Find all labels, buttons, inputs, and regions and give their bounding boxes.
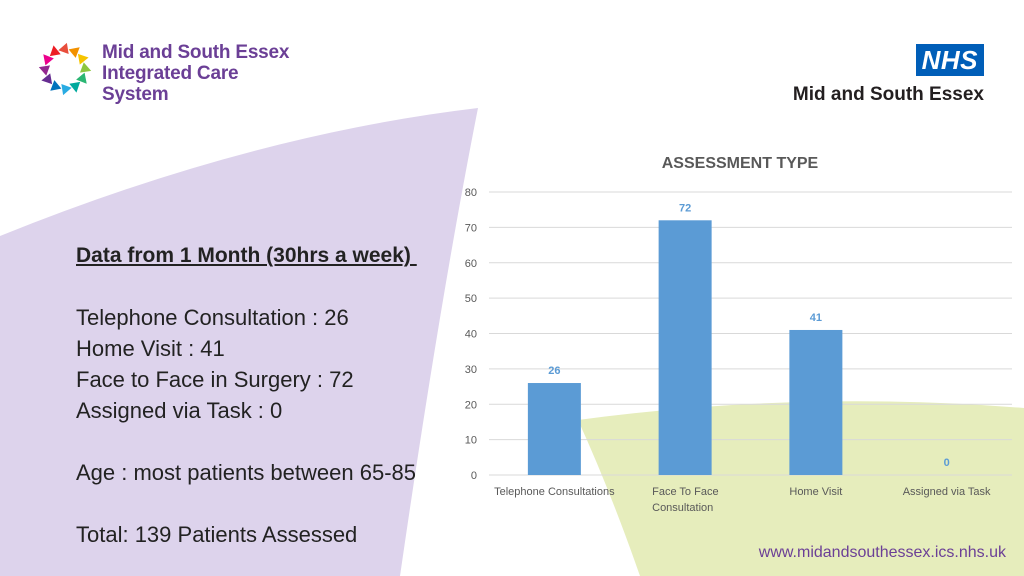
data-label: 41 bbox=[810, 312, 822, 324]
ics-triangle bbox=[61, 83, 72, 96]
summary-line-face-to-face: Face to Face in Surgery : 72 bbox=[76, 367, 354, 392]
bar bbox=[789, 329, 843, 475]
x-tick-label: Home Visit bbox=[789, 486, 842, 498]
bar bbox=[527, 383, 581, 475]
nhs-mark: NHS bbox=[915, 44, 984, 76]
ics-logo-line-2: Integrated Care bbox=[102, 63, 239, 84]
x-tick-label: Face To Face bbox=[652, 486, 718, 498]
ics-triangle bbox=[49, 45, 61, 57]
data-label: 26 bbox=[548, 365, 560, 377]
ics-triangle bbox=[38, 65, 51, 76]
summary-text: Data from 1 Month (30hrs a week) Telepho… bbox=[76, 240, 417, 550]
summary-line-telephone: Telephone Consultation : 26 bbox=[76, 305, 349, 330]
nhs-org-name: Mid and South Essex bbox=[792, 84, 984, 105]
ics-logo-line-1: Mid and South Essex bbox=[102, 42, 290, 63]
lilac-swoosh bbox=[0, 108, 478, 576]
summary-line-task: Assigned via Task : 0 bbox=[76, 398, 283, 423]
ics-triangle bbox=[68, 47, 80, 58]
ics-triangle bbox=[79, 62, 92, 73]
y-tick-label: 0 bbox=[471, 470, 477, 482]
y-tick-label: 20 bbox=[465, 399, 477, 411]
ics-triangle bbox=[76, 72, 87, 84]
data-label: 0 bbox=[944, 457, 950, 469]
chart-title: ASSESSMENT TYPE bbox=[661, 155, 819, 172]
bar bbox=[658, 220, 712, 475]
y-tick-label: 60 bbox=[465, 258, 477, 270]
summary-total: Total: 139 Patients Assessed bbox=[76, 522, 358, 547]
summary-age: Age : most patients between 65-85 bbox=[76, 460, 416, 485]
y-tick-label: 10 bbox=[465, 435, 477, 447]
ics-triangle bbox=[77, 53, 89, 65]
y-tick-label: 80 bbox=[465, 187, 477, 199]
ics-triangle bbox=[41, 73, 53, 85]
ics-triangle bbox=[43, 54, 54, 66]
y-tick-label: 70 bbox=[465, 222, 477, 234]
ics-triangle bbox=[50, 80, 62, 91]
y-tick-label: 30 bbox=[465, 364, 477, 376]
ics-triangle-ring-icon bbox=[38, 42, 92, 96]
summary-heading: Data from 1 Month (30hrs a week) bbox=[76, 244, 417, 267]
ics-logo-text: Mid and South Essex Integrated Care Syst… bbox=[102, 42, 289, 105]
y-tick-label: 40 bbox=[465, 329, 477, 341]
nhs-logo: NHS Mid and South Essex bbox=[793, 44, 984, 106]
x-tick-label: Consultation bbox=[652, 502, 713, 514]
ics-logo: Mid and South Essex Integrated Care Syst… bbox=[36, 40, 289, 105]
x-tick-label: Assigned via Task bbox=[903, 486, 991, 498]
ics-triangle bbox=[58, 42, 69, 55]
x-tick-label: Telephone Consultations bbox=[494, 486, 615, 498]
footer-url[interactable]: www.midandsouthessex.ics.nhs.uk bbox=[758, 544, 1006, 561]
ics-triangle bbox=[69, 81, 81, 93]
y-tick-label: 50 bbox=[465, 293, 477, 305]
data-label: 72 bbox=[679, 202, 691, 214]
summary-line-home-visit: Home Visit : 41 bbox=[76, 336, 225, 361]
ics-logo-line-3: System bbox=[102, 84, 169, 105]
